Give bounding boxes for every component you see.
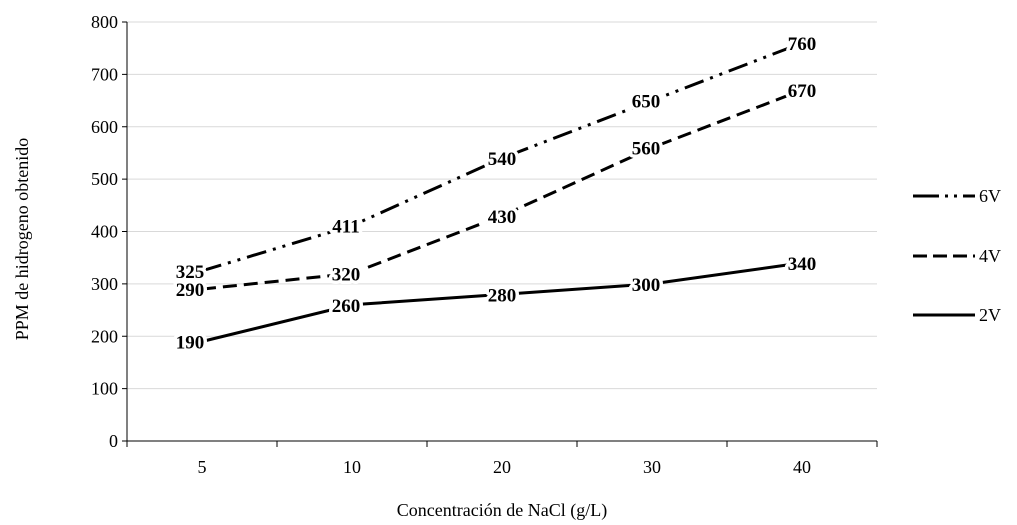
data-label: 325 xyxy=(176,262,205,283)
data-label: 290 xyxy=(176,280,205,301)
legend-label: 6V xyxy=(979,186,1001,206)
data-label: 430 xyxy=(488,207,517,228)
y-tick-label: 700 xyxy=(91,64,118,84)
legend-label: 2V xyxy=(979,305,1001,325)
data-label-halo: 760 xyxy=(788,34,817,55)
data-label: 560 xyxy=(632,139,661,160)
data-label-halo: 190 xyxy=(176,332,205,353)
data-label-halo: 300 xyxy=(632,275,661,296)
legend-item-6v: 6V xyxy=(913,186,1001,206)
y-tick-label: 500 xyxy=(91,169,118,189)
data-label: 260 xyxy=(332,296,361,317)
series-line-2v xyxy=(201,261,803,343)
legend-item-2v: 2V xyxy=(913,305,1001,325)
x-tick-label: 10 xyxy=(343,457,361,477)
y-tick-label: 300 xyxy=(91,274,118,294)
data-label-halo: 320 xyxy=(332,264,361,285)
legend-item-4v: 4V xyxy=(913,246,1001,266)
series-lines xyxy=(201,41,803,343)
data-label: 540 xyxy=(488,149,517,170)
y-tick-label: 100 xyxy=(91,379,118,399)
data-label-halo: 290 xyxy=(176,280,205,301)
series-line-4v xyxy=(201,88,803,291)
y-tick-label: 800 xyxy=(91,12,118,32)
data-label-halo: 430 xyxy=(488,207,517,228)
data-label-halo: 670 xyxy=(788,81,817,102)
data-label-halo: 260 xyxy=(332,296,361,317)
x-tick-label: 40 xyxy=(793,457,811,477)
data-label-halo: 560 xyxy=(632,139,661,160)
data-label: 670 xyxy=(788,81,817,102)
data-label: 300 xyxy=(632,275,661,296)
data-label: 760 xyxy=(788,34,817,55)
x-tick-label: 30 xyxy=(643,457,661,477)
data-label-halo: 340 xyxy=(788,254,817,275)
data-label: 340 xyxy=(788,254,817,275)
data-label-halo: 540 xyxy=(488,149,517,170)
data-label-halo: 325 xyxy=(176,262,205,283)
data-labels: 3253254114115405406506507607602902903203… xyxy=(172,30,820,357)
data-label: 280 xyxy=(488,285,517,306)
x-axis-title: Concentración de NaCl (g/L) xyxy=(397,500,607,521)
legend: 6V 4V 2V xyxy=(913,186,1001,325)
y-axis-title: PPM de hidrogeno obtenido xyxy=(12,138,32,341)
data-label: 320 xyxy=(332,264,361,285)
data-label-halo: 280 xyxy=(488,285,517,306)
y-tick-label: 200 xyxy=(91,326,118,346)
data-label: 411 xyxy=(332,217,359,238)
data-label-halo: 650 xyxy=(632,92,661,113)
x-tick-label: 5 xyxy=(198,457,207,477)
x-tick-label: 20 xyxy=(493,457,511,477)
data-label-halo: 411 xyxy=(332,217,359,238)
legend-label: 4V xyxy=(979,246,1001,266)
data-label: 650 xyxy=(632,92,661,113)
data-label: 190 xyxy=(176,332,205,353)
y-tick-label: 0 xyxy=(109,431,118,451)
y-tick-label: 600 xyxy=(91,117,118,137)
axes: 0 100 200 300 400 500 600 700 800 5 10 20 30 40 xyxy=(91,12,878,477)
y-tick-label: 400 xyxy=(91,222,118,242)
series-line-6v xyxy=(201,41,803,273)
